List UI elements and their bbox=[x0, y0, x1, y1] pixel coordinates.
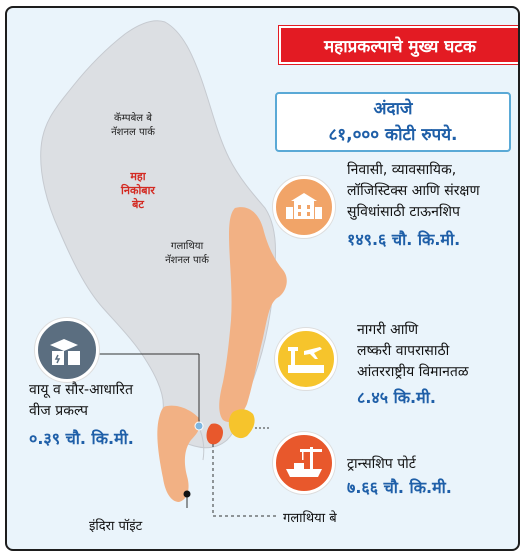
indira-point-marker bbox=[183, 490, 191, 498]
airport-icon bbox=[288, 347, 324, 373]
buildings-icon bbox=[286, 193, 322, 219]
port-circle bbox=[273, 432, 335, 494]
township-text: निवासी, व्यावसायिक, लॉजिस्टिक्स आणि संरक… bbox=[347, 160, 517, 250]
airport-circle bbox=[275, 328, 337, 390]
indira-point-label: इंदिरा पॉइंट bbox=[89, 519, 143, 534]
airport-text: नागरी आणि लष्करी वापरासाठी आंतरराष्ट्रीय… bbox=[357, 320, 507, 408]
township-zone-south bbox=[157, 405, 201, 502]
cost-estimate: अंदाजे ८१,००० कोटी रुपये. bbox=[275, 92, 511, 152]
island-map bbox=[40, 20, 287, 517]
infographic-frame: महाप्रकल्पाचे मुख्य घटक अंदाजे ८१,००० को… bbox=[5, 6, 520, 551]
township-circle bbox=[273, 176, 335, 238]
power-text: वायू व सौर-आधारित वीज प्रकल्प ०.३९ चौ. क… bbox=[29, 380, 179, 449]
great-nicobar-label: महा निकोबार बेट bbox=[121, 170, 155, 211]
power-circle bbox=[35, 318, 99, 382]
cost-line-2: ८१,००० कोटी रुपये. bbox=[328, 125, 458, 145]
port-text: ट्रान्सशिप पोर्ट ७.६६ चौ. कि.मी. bbox=[347, 454, 507, 498]
port-area: ७.६६ चौ. कि.मी. bbox=[347, 478, 452, 497]
township-area: १४९.६ चौ. कि.मी. bbox=[347, 230, 461, 249]
cost-line-1: अंदाजे bbox=[373, 99, 413, 119]
port-crane-icon bbox=[286, 447, 322, 477]
galathea-marker bbox=[194, 421, 204, 431]
port-zone bbox=[206, 423, 223, 445]
galathea-park-label: गलाथिया नॅशनल पार्क bbox=[165, 241, 209, 266]
airport-area: ८.४५ कि.मी. bbox=[357, 388, 436, 407]
power-area: ०.३९ चौ. कि.मी. bbox=[29, 429, 134, 448]
campbell-bay-label: कॅम्पबेल बे नॅशनल पार्क bbox=[111, 113, 155, 138]
galathea-bay-label: गलाथिया बे bbox=[283, 511, 337, 526]
power-plant-icon bbox=[50, 339, 80, 365]
airport-zone bbox=[228, 409, 255, 439]
page-title: महाप्रकल्पाचे मुख्य घटक bbox=[279, 26, 518, 64]
township-zone bbox=[219, 207, 287, 423]
